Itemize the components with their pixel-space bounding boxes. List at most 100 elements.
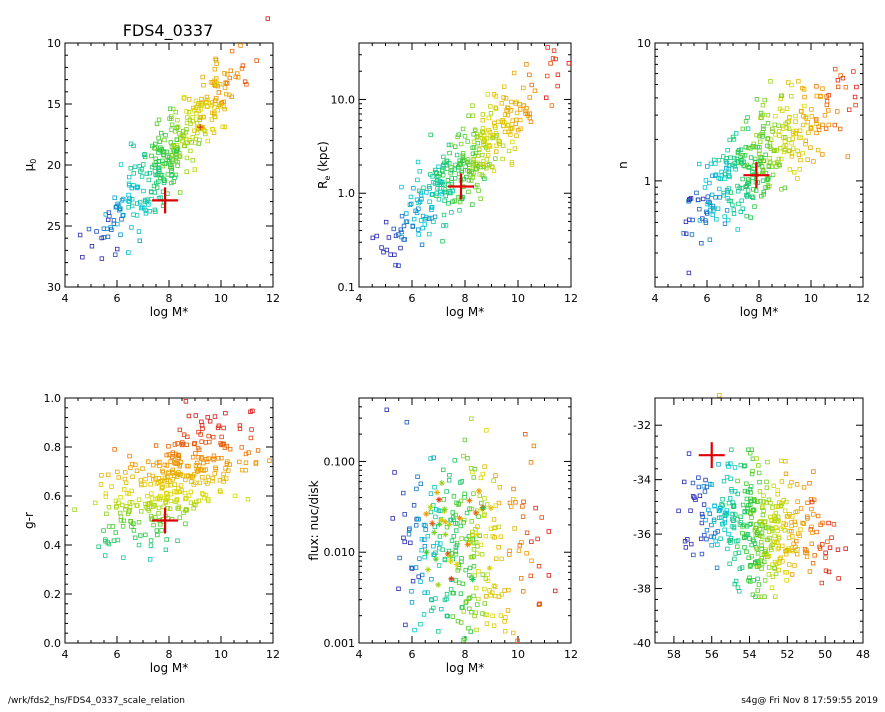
- data-point: [163, 500, 169, 505]
- data-point: [420, 225, 425, 231]
- data-point: [470, 532, 475, 537]
- star-point: [435, 496, 442, 503]
- data-point: [501, 84, 507, 89]
- data-point: [436, 629, 441, 634]
- star-point: [453, 561, 460, 568]
- data-point: [463, 600, 468, 605]
- data-point: [470, 113, 476, 118]
- x-tick-label: 12: [564, 292, 578, 305]
- data-point: [846, 107, 852, 112]
- star-point: [429, 520, 436, 527]
- data-point: [491, 583, 497, 588]
- data-point: [471, 547, 477, 552]
- data-point: [822, 113, 828, 118]
- data-point: [776, 156, 782, 162]
- data-point: [467, 573, 472, 578]
- data-point: [174, 125, 180, 130]
- data-point: [760, 512, 766, 518]
- data-point: [414, 523, 419, 528]
- data-point: [163, 547, 169, 552]
- target-marker: [698, 442, 725, 469]
- data-point: [474, 627, 479, 633]
- data-point: [146, 177, 152, 183]
- data-point: [686, 270, 692, 276]
- data-point: [416, 188, 422, 194]
- data-point: [793, 131, 798, 136]
- data-point: [471, 145, 477, 150]
- data-point: [223, 80, 229, 85]
- data-point: [135, 201, 140, 206]
- data-point: [773, 594, 778, 599]
- data-point: [181, 96, 187, 101]
- star-point: [447, 558, 454, 565]
- data-point: [205, 97, 210, 103]
- data-point: [712, 504, 717, 509]
- data-point: [819, 580, 825, 586]
- data-point: [169, 173, 174, 178]
- data-point: [156, 172, 161, 178]
- data-point: [744, 524, 750, 529]
- data-point: [401, 490, 406, 496]
- data-point: [173, 109, 178, 115]
- data-point: [188, 489, 194, 495]
- data-point: [702, 185, 708, 190]
- data-point: [440, 239, 445, 244]
- data-point: [173, 461, 178, 466]
- data-point: [117, 510, 123, 516]
- data-point: [748, 215, 753, 220]
- data-point: [216, 456, 221, 461]
- data-point: [765, 136, 771, 141]
- data-point: [705, 194, 711, 199]
- data-point: [432, 524, 437, 529]
- data-point: [196, 429, 201, 435]
- data-point: [769, 547, 774, 553]
- data-point: [750, 169, 755, 174]
- data-point: [169, 164, 175, 169]
- data-point: [735, 491, 740, 497]
- data-point: [776, 535, 782, 541]
- data-point: [455, 618, 461, 624]
- data-point: [171, 106, 176, 112]
- data-point: [462, 495, 467, 500]
- data-point: [172, 442, 178, 447]
- star-point: [472, 509, 479, 516]
- data-point: [798, 527, 803, 532]
- data-point: [183, 129, 189, 135]
- data-point: [478, 475, 484, 481]
- data-point: [151, 522, 156, 528]
- data-point: [401, 223, 407, 229]
- data-point: [781, 144, 786, 149]
- data-point: [458, 141, 464, 147]
- data-point: [539, 515, 544, 520]
- data-point: [786, 80, 791, 85]
- data-point: [507, 500, 513, 506]
- data-point: [749, 515, 754, 520]
- data-point: [794, 538, 799, 544]
- data-point: [747, 575, 752, 580]
- data-point: [702, 489, 708, 494]
- data-point: [158, 172, 163, 178]
- data-point: [713, 530, 718, 536]
- data-point: [175, 471, 180, 477]
- data-point: [398, 245, 403, 251]
- data-point: [777, 560, 782, 566]
- data-point: [746, 503, 751, 508]
- data-point: [119, 502, 125, 508]
- data-point: [827, 545, 833, 550]
- data-point: [793, 128, 799, 134]
- data-point: [496, 138, 501, 143]
- y-tick-label: 10: [47, 37, 61, 50]
- data-point: [444, 166, 450, 171]
- data-point: [696, 197, 701, 202]
- star-point: [197, 124, 204, 131]
- data-point: [89, 244, 95, 249]
- x-tick-label: 12: [266, 292, 280, 305]
- data-point: [502, 112, 508, 117]
- y-tick-label: 25: [47, 220, 61, 233]
- data-point: [511, 497, 516, 502]
- data-point: [439, 606, 444, 612]
- data-point: [697, 493, 703, 498]
- data-point: [488, 104, 493, 109]
- data-point: [101, 226, 107, 231]
- data-point: [143, 476, 148, 482]
